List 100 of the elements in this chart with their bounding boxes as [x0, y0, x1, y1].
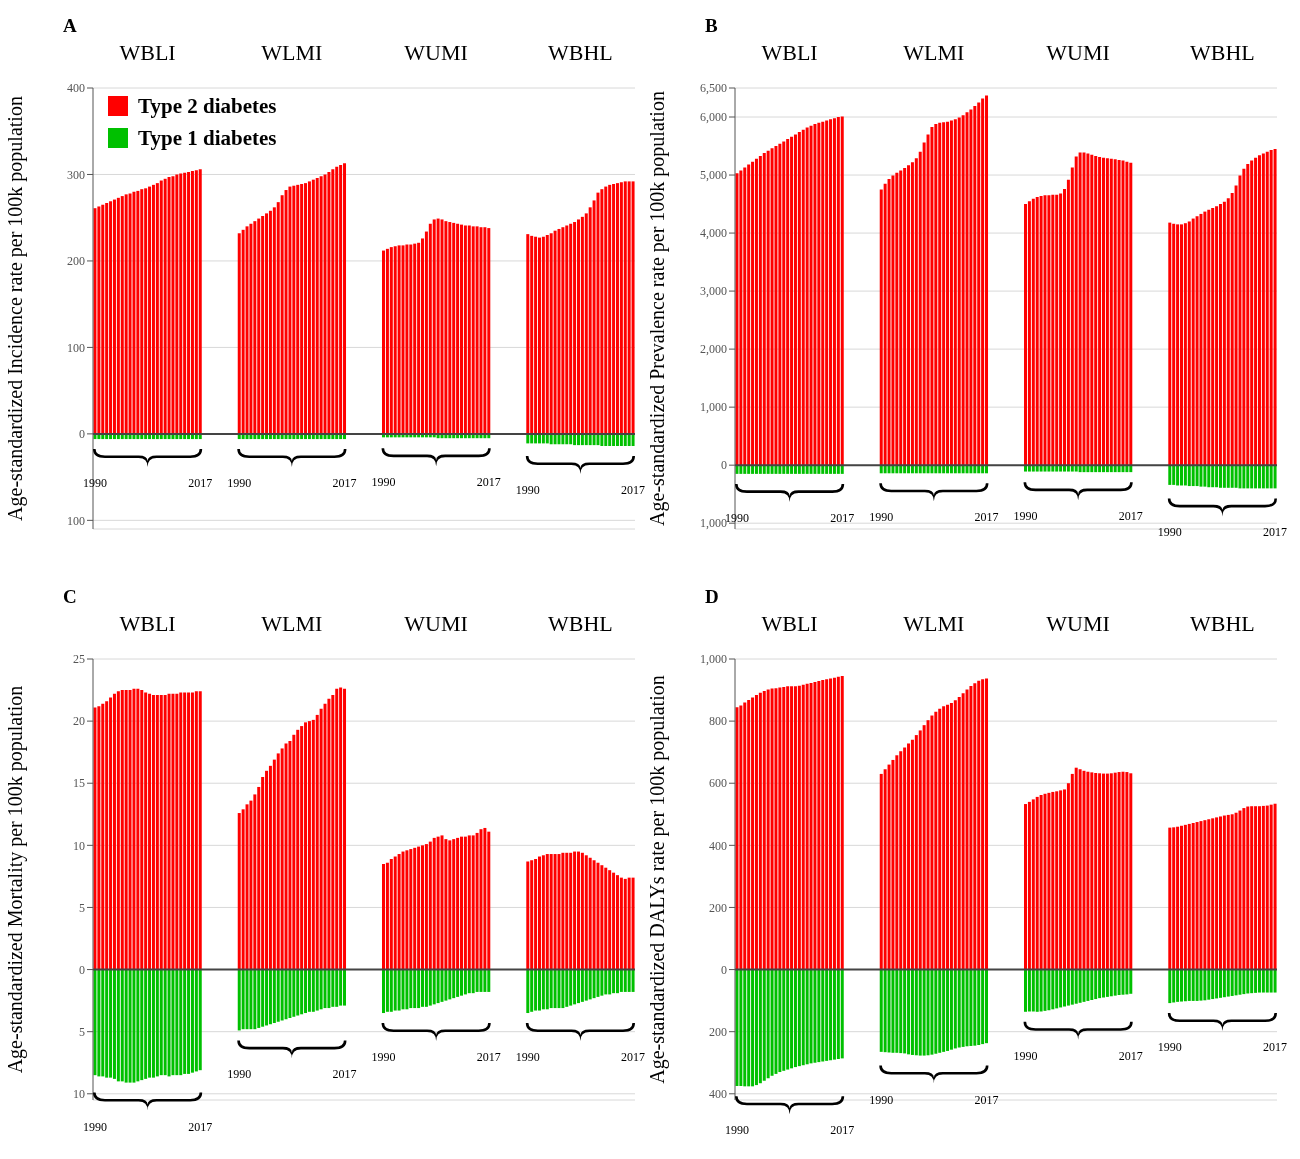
bar: [452, 969, 456, 999]
bar: [899, 751, 903, 970]
bar: [253, 221, 257, 434]
bar: [612, 183, 616, 434]
bar: [887, 179, 891, 466]
bar: [97, 969, 101, 1077]
bar: [479, 969, 483, 992]
bar: [194, 691, 198, 970]
bar: [817, 122, 821, 466]
bar: [1027, 201, 1031, 466]
bar: [1059, 193, 1063, 466]
bar: [1226, 969, 1230, 997]
bar: [1121, 969, 1125, 995]
bar: [245, 804, 249, 970]
bar: [315, 177, 319, 434]
bar: [194, 969, 198, 1072]
bar: [112, 969, 116, 1079]
bar: [385, 969, 389, 1012]
bar: [1039, 195, 1043, 466]
bar: [97, 206, 101, 434]
bar: [813, 123, 817, 466]
bar: [1203, 969, 1207, 1001]
bar: [1039, 795, 1043, 970]
x-tick-label: 1990: [724, 1123, 749, 1138]
bar: [596, 862, 600, 970]
text: WUMI: [404, 611, 468, 636]
bar: [930, 126, 934, 466]
bar: [895, 755, 899, 970]
bar: [836, 676, 840, 970]
bar: [323, 969, 327, 1009]
bar: [891, 759, 895, 970]
bar: [132, 969, 136, 1083]
bar: [747, 164, 751, 466]
x-tick-label: 1990: [227, 1067, 252, 1082]
bar: [1090, 772, 1094, 970]
bar: [608, 870, 612, 970]
bar: [615, 875, 619, 970]
bar: [793, 686, 797, 970]
bar: [541, 969, 545, 1010]
bar: [1125, 969, 1129, 995]
bar: [198, 169, 202, 434]
bar: [175, 693, 179, 970]
bar: [116, 691, 120, 970]
bar: [265, 770, 269, 970]
y-tick-label: 800: [709, 714, 727, 729]
bar: [148, 693, 152, 970]
bar: [487, 831, 491, 970]
bar: [743, 167, 747, 466]
bar: [428, 841, 432, 970]
bar: [1051, 969, 1055, 1010]
bar: [284, 190, 288, 434]
bar: [1035, 969, 1039, 1012]
bar: [167, 177, 171, 434]
bar: [534, 859, 538, 970]
bar: [190, 692, 194, 970]
bar: [483, 827, 487, 970]
bar: [175, 969, 179, 1076]
bar: [770, 969, 774, 1076]
bar: [930, 715, 934, 970]
bar: [541, 236, 545, 434]
bar: [1265, 151, 1269, 466]
bar: [417, 242, 421, 434]
bar: [1109, 158, 1113, 466]
y-tick-label: 15: [73, 776, 85, 791]
bar: [284, 969, 288, 1020]
bar: [557, 854, 561, 970]
bar: [1179, 224, 1183, 466]
y-tick-label: 0: [79, 962, 85, 977]
bar: [934, 123, 938, 466]
bar: [573, 222, 577, 434]
bar: [183, 692, 187, 970]
bar: [463, 969, 467, 995]
text: WLMI: [261, 611, 323, 636]
bar: [977, 969, 981, 1046]
bar: [460, 224, 463, 434]
bar: [926, 720, 930, 970]
bar: [891, 969, 895, 1053]
bar: [237, 969, 241, 1031]
bar: [1078, 769, 1082, 970]
bar: [821, 680, 825, 970]
bar: [300, 726, 304, 970]
bar: [1117, 772, 1121, 970]
bar: [770, 148, 774, 466]
bar: [1031, 969, 1035, 1012]
bar: [1109, 969, 1113, 997]
bar: [343, 688, 347, 970]
bar: [1254, 465, 1258, 489]
bar: [832, 118, 836, 466]
bar: [573, 851, 577, 970]
text: WLMI: [903, 611, 965, 636]
bar: [1254, 157, 1258, 466]
bar: [627, 877, 631, 970]
bar: [1250, 160, 1254, 466]
text: WUMI: [1046, 611, 1110, 636]
bar: [576, 969, 580, 1004]
y-tick-label: 10: [73, 838, 85, 853]
bar: [817, 681, 821, 970]
bar: [774, 969, 778, 1074]
bar: [417, 846, 421, 970]
bar: [467, 225, 471, 434]
